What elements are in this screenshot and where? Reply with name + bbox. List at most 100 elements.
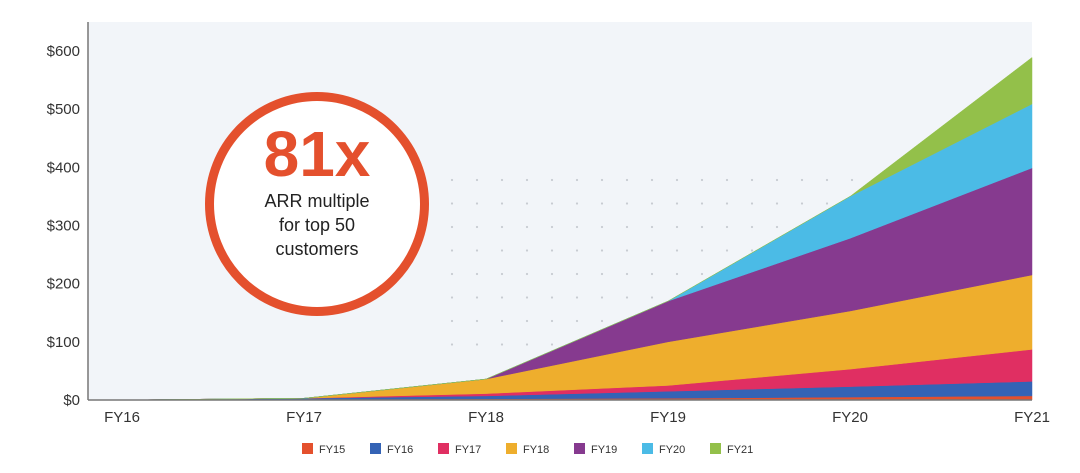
pattern-dot <box>600 225 604 229</box>
pattern-dot <box>525 202 529 205</box>
pattern-dot <box>450 249 454 252</box>
legend-swatch-fy21 <box>710 443 721 454</box>
pattern-dot <box>525 319 529 323</box>
x-axis-ticks: FY16 FY17 FY18 FY19 FY20 FY21 <box>104 409 1050 426</box>
pattern-dot <box>475 249 479 252</box>
pattern-dot <box>675 178 679 182</box>
pattern-dot <box>650 202 654 205</box>
pattern-dot <box>550 178 554 182</box>
pattern-dot <box>675 225 679 229</box>
pattern-dot <box>475 296 479 299</box>
pattern-dot <box>600 272 604 276</box>
pattern-dot <box>525 343 529 346</box>
legend-swatch-fy20 <box>642 443 653 454</box>
x-tick-label: FY19 <box>650 409 686 426</box>
y-tick-label: $0 <box>63 392 80 409</box>
legend-swatch-fy15 <box>302 443 313 454</box>
y-axis-ticks: $0 $100 $200 $300 $400 $500 $600 <box>47 43 80 409</box>
x-tick-label: FY18 <box>468 409 504 426</box>
pattern-dot <box>825 178 829 182</box>
x-tick-label: FY17 <box>286 409 322 426</box>
pattern-dot <box>450 343 454 346</box>
pattern-dot <box>775 225 779 229</box>
legend-label-fy19: FY19 <box>591 444 617 456</box>
y-tick-label: $300 <box>47 218 80 235</box>
pattern-dot <box>525 296 529 299</box>
pattern-dot <box>725 249 729 252</box>
pattern-dot <box>625 225 629 229</box>
pattern-dot <box>675 249 679 252</box>
pattern-dot <box>500 296 504 299</box>
pattern-dot <box>800 178 804 182</box>
pattern-dot <box>575 319 579 323</box>
pattern-dot <box>750 178 754 182</box>
pattern-dot <box>500 225 504 229</box>
pattern-dot <box>475 225 479 229</box>
pattern-dot <box>525 178 529 182</box>
pattern-dot <box>550 319 554 323</box>
x-tick-label: FY21 <box>1014 409 1050 426</box>
pattern-dot <box>700 249 704 252</box>
pattern-dot <box>600 296 604 299</box>
x-tick-label: FY16 <box>104 409 140 426</box>
pattern-dot <box>800 202 804 205</box>
pattern-dot <box>550 225 554 229</box>
callout-line-2: for top 50 <box>278 215 356 235</box>
pattern-dot <box>500 343 504 346</box>
area-series-group <box>121 56 1033 401</box>
pattern-dot <box>725 225 729 229</box>
y-tick-label: $200 <box>47 276 80 293</box>
y-tick-label: $500 <box>47 101 80 118</box>
pattern-dot <box>625 249 629 252</box>
pattern-dot <box>550 272 554 276</box>
pattern-dot <box>475 202 479 205</box>
pattern-dot <box>475 178 479 182</box>
callout-line-1: ARR multiple <box>264 191 370 211</box>
legend-label-fy18: FY18 <box>523 444 549 456</box>
pattern-dot <box>700 225 704 229</box>
pattern-dot <box>600 178 604 182</box>
pattern-dot <box>825 202 829 205</box>
pattern-dot <box>575 249 579 252</box>
pattern-dot <box>650 178 654 182</box>
pattern-dot <box>600 319 604 323</box>
y-tick-label: $100 <box>47 334 80 351</box>
pattern-dot <box>450 178 454 182</box>
pattern-dot <box>625 296 629 299</box>
pattern-dot <box>700 272 704 276</box>
pattern-dot <box>625 178 629 182</box>
callout-circle: 81x ARR multiple for top 50 customers <box>205 92 429 316</box>
pattern-dot <box>725 202 729 205</box>
pattern-dot <box>725 178 729 182</box>
legend-swatch-fy16 <box>370 443 381 454</box>
callout-value: 81x <box>263 118 371 190</box>
pattern-dot <box>575 202 579 205</box>
legend-label-fy21: FY21 <box>727 444 753 456</box>
legend-swatch-fy17 <box>438 443 449 454</box>
pattern-dot <box>525 249 529 252</box>
x-tick-label: FY20 <box>832 409 868 426</box>
pattern-dot <box>650 225 654 229</box>
pattern-dot <box>750 225 754 229</box>
pattern-dot <box>525 225 529 229</box>
pattern-dot <box>575 296 579 299</box>
legend-swatch-fy19 <box>574 443 585 454</box>
pattern-dot <box>675 202 679 205</box>
callout-line-3: customers <box>275 239 359 259</box>
legend-label-fy17: FY17 <box>455 444 481 456</box>
pattern-dot <box>450 202 454 205</box>
pattern-dot <box>575 225 579 229</box>
pattern-dot <box>525 272 529 276</box>
legend-label-fy15: FY15 <box>319 444 345 456</box>
pattern-dot <box>500 178 504 182</box>
pattern-dot <box>575 178 579 182</box>
pattern-dot <box>775 202 779 205</box>
pattern-dot <box>450 296 454 299</box>
pattern-dot <box>650 249 654 252</box>
pattern-dot <box>550 296 554 299</box>
y-tick-label: $400 <box>47 159 80 176</box>
legend: FY15 FY16 FY17 FY18 FY19 FY20 FY21 <box>302 443 753 456</box>
area-fy21 <box>121 56 1033 401</box>
pattern-dot <box>550 249 554 252</box>
